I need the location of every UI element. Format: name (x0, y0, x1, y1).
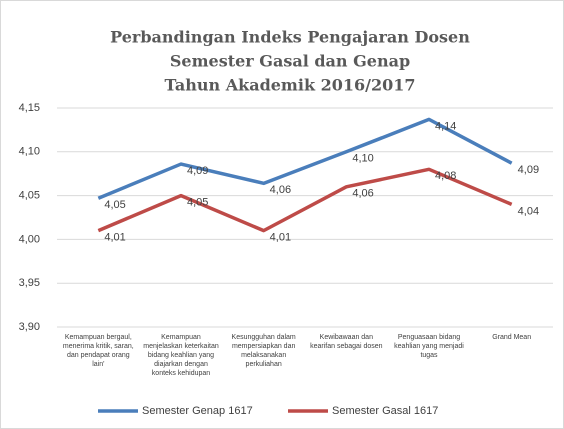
data-label: 4,04 (518, 205, 539, 217)
x-tick-label: Kemampuan menjelaskan keterkaitan bidang… (143, 334, 219, 377)
x-tick-label: Kesungguhan dalam mempersiapkan dan mela… (231, 334, 296, 368)
data-label: 4,01 (270, 232, 291, 244)
series-line (97, 117, 513, 200)
data-label: 4,05 (104, 199, 125, 211)
x-tick-label: Penguasaan bidang keahlian yang menjadi … (394, 334, 464, 359)
data-label: 4,14 (435, 120, 456, 132)
series-line (97, 167, 513, 233)
data-label: 4,06 (352, 188, 373, 200)
data-label: 4,09 (518, 164, 539, 176)
data-label: 4,10 (352, 153, 373, 165)
chart-title: Semester Gasal dan Genap (170, 52, 410, 71)
x-tick-label: Grand Mean (492, 334, 532, 341)
y-tick-label: 4,00 (19, 233, 40, 245)
chart-title: Tahun Akademik 2016/2017 (164, 76, 415, 95)
y-tick-label: 4,15 (19, 102, 40, 114)
x-tick-label: Kewibawaan dan kearifan sebagai dosen (310, 334, 383, 350)
data-label: 4,01 (104, 232, 125, 244)
legend-label: Semester Gasal 1617 (332, 405, 438, 417)
data-label: 4,06 (270, 184, 291, 196)
y-tick-label: 4,10 (19, 146, 40, 158)
legend-label: Semester Genap 1617 (142, 405, 253, 417)
data-label: 4,09 (187, 165, 208, 177)
y-tick-label: 3,90 (19, 321, 40, 333)
x-tick-label: Kemampuan bergaul, menerima kritik, sara… (62, 334, 134, 368)
data-label: 4,05 (187, 197, 208, 209)
y-tick-label: 3,95 (19, 277, 40, 289)
chart-title: Perbandingan Indeks Pengajaran Dosen (110, 28, 470, 47)
y-tick-label: 4,05 (19, 190, 40, 202)
data-label: 4,08 (435, 170, 456, 182)
